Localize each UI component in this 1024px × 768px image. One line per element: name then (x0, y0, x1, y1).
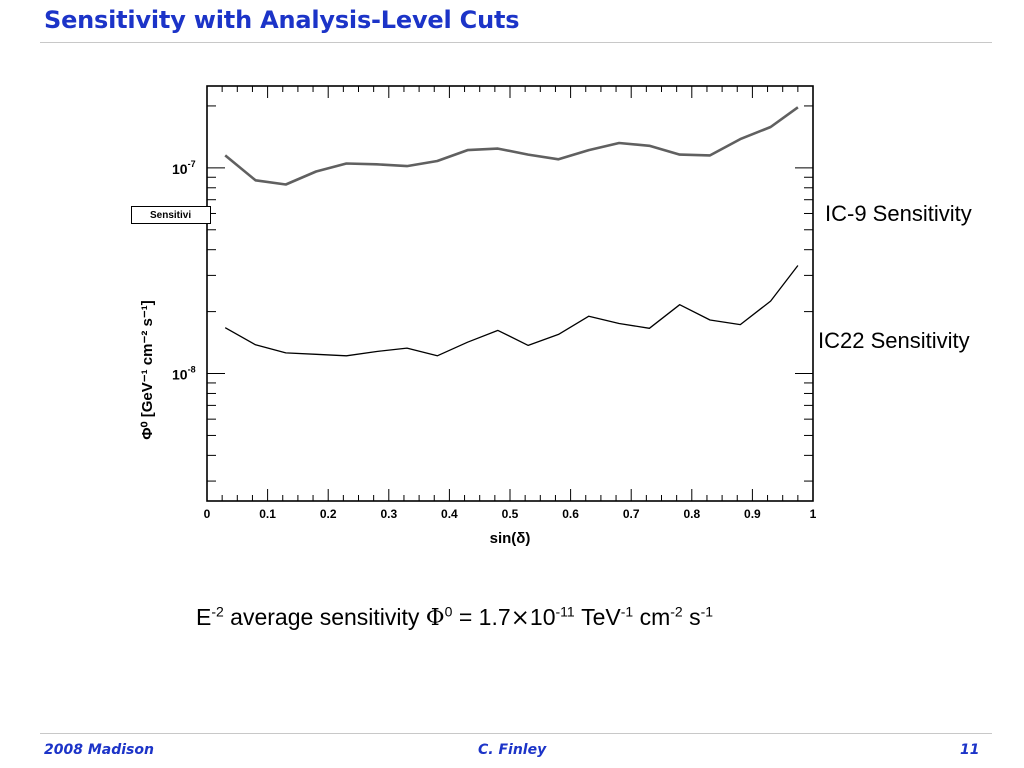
footer-page-number: 11 (960, 742, 980, 758)
x-tick-label: 0.3 (380, 507, 397, 521)
ic22-sensitivity-line (224, 265, 799, 357)
x-tick-label: 0.8 (683, 507, 700, 521)
y-tick-label: 10-8 (172, 365, 196, 383)
x-tick-label: 1 (810, 507, 817, 521)
x-axis-label: sin(δ) (490, 530, 531, 547)
x-tick-label: 0.5 (502, 507, 519, 521)
footer-divider (40, 733, 992, 734)
footer-author: C. Finley (478, 742, 547, 758)
x-tick-label: 0.2 (320, 507, 337, 521)
x-tick-label: 0.9 (744, 507, 761, 521)
stray-legend-text: Sensitivi (150, 210, 192, 221)
slide-title: Sensitivity with Analysis-Level Cuts (44, 6, 520, 34)
footer-event: 2008 Madison (44, 742, 154, 758)
x-tick-label: 0.6 (562, 507, 579, 521)
x-tick-label: 0.4 (441, 507, 458, 521)
x-tick-label: 0.7 (623, 507, 640, 521)
average-sensitivity-formula: E-2 average sensitivity Φ0 = 1.7×10-11 T… (196, 603, 714, 631)
stray-legend-box: Sensitivi (131, 206, 211, 224)
y-tick-label: 10-7 (172, 159, 196, 177)
ic9-series-label: IC-9 Sensitivity (825, 201, 972, 226)
x-tick-label: 0 (204, 507, 211, 521)
x-tick-label: 0.1 (259, 507, 276, 521)
title-divider (40, 42, 992, 43)
ic22-series-label: IC22 Sensitivity (818, 328, 970, 353)
ic9-sensitivity-line (224, 106, 799, 186)
y-axis-label: Φ⁰ [GeV⁻¹ cm⁻² s⁻¹] (139, 300, 156, 440)
